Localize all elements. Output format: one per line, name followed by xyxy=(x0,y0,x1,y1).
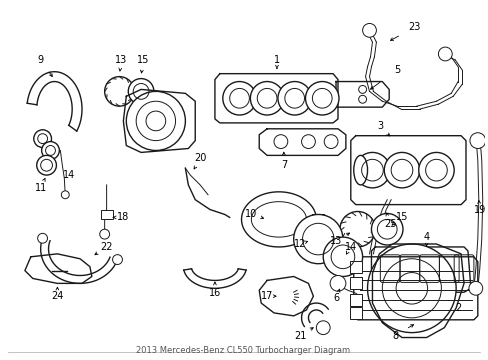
Polygon shape xyxy=(183,269,245,288)
Circle shape xyxy=(329,275,345,291)
Text: 13: 13 xyxy=(329,236,342,246)
Circle shape xyxy=(367,244,455,333)
Circle shape xyxy=(223,82,256,115)
Polygon shape xyxy=(259,129,345,156)
Polygon shape xyxy=(27,72,82,131)
Polygon shape xyxy=(241,192,316,247)
Text: 22: 22 xyxy=(100,242,113,252)
Text: 17: 17 xyxy=(261,291,273,301)
Bar xyxy=(349,307,361,319)
Circle shape xyxy=(468,282,482,295)
Text: 10: 10 xyxy=(244,210,257,220)
Text: 6: 6 xyxy=(332,293,338,303)
Text: 4: 4 xyxy=(423,232,429,242)
Polygon shape xyxy=(25,254,92,283)
Circle shape xyxy=(293,215,342,264)
Text: 20: 20 xyxy=(194,153,206,163)
Text: 5: 5 xyxy=(393,65,399,75)
Text: 8: 8 xyxy=(391,330,397,341)
Text: 15: 15 xyxy=(137,55,149,65)
Bar xyxy=(349,294,361,306)
Text: 1: 1 xyxy=(273,55,280,65)
Circle shape xyxy=(469,133,485,148)
Polygon shape xyxy=(371,247,470,292)
Polygon shape xyxy=(372,244,463,338)
Text: 7: 7 xyxy=(280,160,286,170)
Polygon shape xyxy=(259,276,313,316)
Text: 19: 19 xyxy=(473,204,485,215)
Circle shape xyxy=(34,130,51,148)
Polygon shape xyxy=(215,74,337,123)
Polygon shape xyxy=(41,238,117,283)
Bar xyxy=(101,210,112,219)
Polygon shape xyxy=(353,257,477,320)
Text: 16: 16 xyxy=(208,288,221,298)
Text: 12: 12 xyxy=(294,239,306,249)
Polygon shape xyxy=(335,82,388,107)
Text: 3: 3 xyxy=(377,121,383,131)
Circle shape xyxy=(354,152,389,188)
Circle shape xyxy=(112,255,122,265)
Circle shape xyxy=(277,82,311,115)
Text: 13: 13 xyxy=(115,55,127,65)
Circle shape xyxy=(362,23,376,37)
Bar xyxy=(349,278,361,289)
Circle shape xyxy=(418,152,453,188)
Text: 2013 Mercedes-Benz CL550 Turbocharger Diagram: 2013 Mercedes-Benz CL550 Turbocharger Di… xyxy=(136,346,350,355)
Ellipse shape xyxy=(353,156,367,185)
Text: 14: 14 xyxy=(63,170,75,180)
Circle shape xyxy=(250,82,283,115)
Bar xyxy=(349,261,361,273)
Text: 18: 18 xyxy=(117,212,129,222)
Circle shape xyxy=(100,229,109,239)
Circle shape xyxy=(305,82,338,115)
Polygon shape xyxy=(350,136,465,204)
Text: 25: 25 xyxy=(383,219,396,229)
Circle shape xyxy=(371,213,402,245)
Text: 11: 11 xyxy=(35,183,47,193)
Circle shape xyxy=(438,47,451,61)
Circle shape xyxy=(384,152,419,188)
Text: 23: 23 xyxy=(408,22,420,32)
Circle shape xyxy=(323,237,362,276)
Circle shape xyxy=(37,156,56,175)
Polygon shape xyxy=(123,89,195,152)
Circle shape xyxy=(61,191,69,199)
Text: 21: 21 xyxy=(294,330,306,341)
Circle shape xyxy=(38,233,47,243)
Circle shape xyxy=(316,321,329,334)
Text: 2: 2 xyxy=(454,303,460,313)
Circle shape xyxy=(128,78,154,104)
Text: 15: 15 xyxy=(395,212,407,222)
Circle shape xyxy=(41,141,59,159)
Text: 24: 24 xyxy=(51,291,63,301)
Text: 14: 14 xyxy=(344,242,356,252)
Text: 9: 9 xyxy=(38,55,43,65)
Circle shape xyxy=(126,91,185,150)
